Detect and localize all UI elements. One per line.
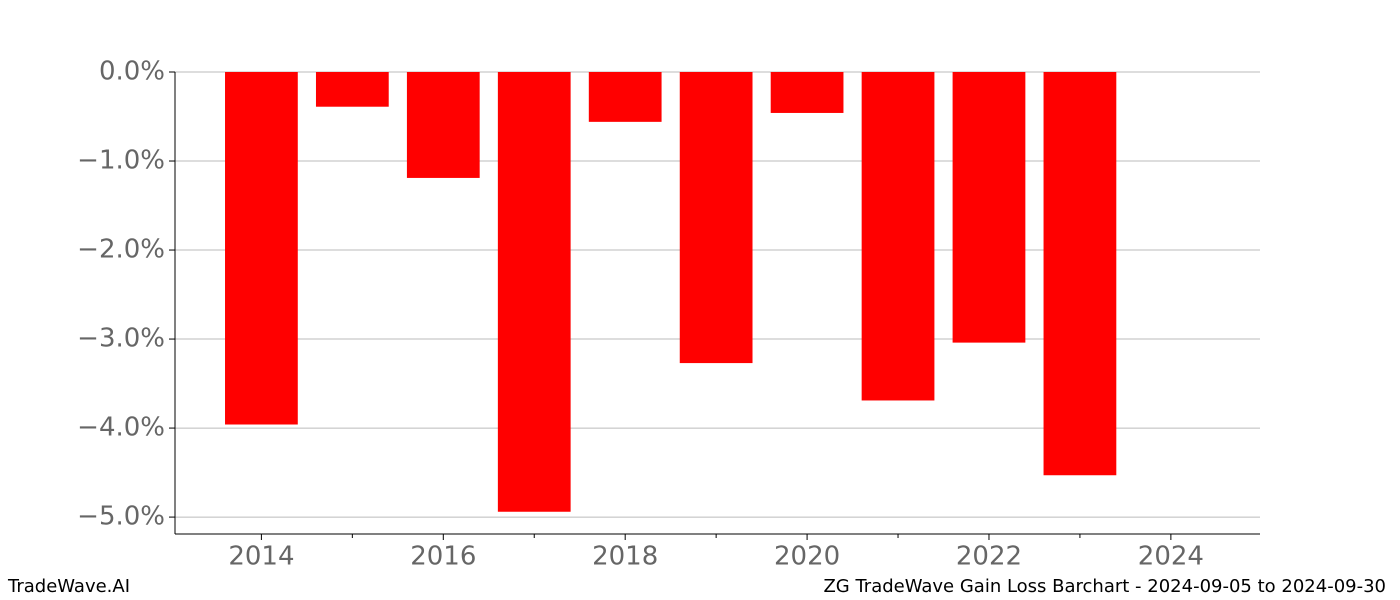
y-tick-label: −2.0%: [77, 235, 165, 265]
x-tick-label: 2020: [774, 542, 840, 572]
bar: [861, 72, 935, 401]
x-tick-label: 2018: [592, 542, 658, 572]
chart-title: ZG TradeWave Gain Loss Barchart - 2024-0…: [823, 576, 1386, 597]
bar: [679, 72, 753, 364]
bar: [588, 72, 662, 122]
bar: [497, 72, 571, 512]
y-tick-label: −4.0%: [77, 413, 165, 443]
y-tick-label: −3.0%: [77, 324, 165, 354]
bar: [1043, 72, 1117, 476]
y-tick-label: −1.0%: [77, 146, 165, 176]
bar: [406, 72, 480, 178]
y-tick-label: 0.0%: [99, 57, 165, 87]
x-tick-label: 2024: [1138, 542, 1204, 572]
bar: [315, 72, 389, 107]
watermark: TradeWave.AI: [7, 576, 130, 597]
y-tick-label: −5.0%: [77, 502, 165, 532]
bar: [225, 72, 298, 425]
x-tick-label: 2016: [410, 542, 476, 572]
bar: [952, 72, 1026, 343]
bar: [770, 72, 844, 113]
x-tick-label: 2022: [956, 542, 1022, 572]
x-tick-label: 2014: [228, 542, 294, 572]
